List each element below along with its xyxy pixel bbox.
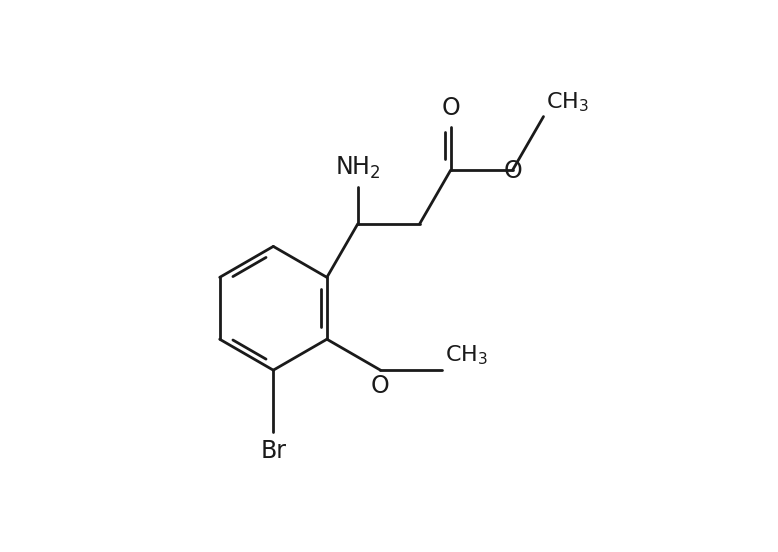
- Text: Br: Br: [261, 438, 286, 463]
- Text: O: O: [503, 159, 522, 183]
- Text: CH$_3$: CH$_3$: [546, 91, 589, 114]
- Text: CH$_3$: CH$_3$: [445, 344, 488, 368]
- Text: NH$_2$: NH$_2$: [335, 155, 380, 181]
- Text: O: O: [371, 374, 390, 399]
- Text: O: O: [441, 97, 460, 120]
